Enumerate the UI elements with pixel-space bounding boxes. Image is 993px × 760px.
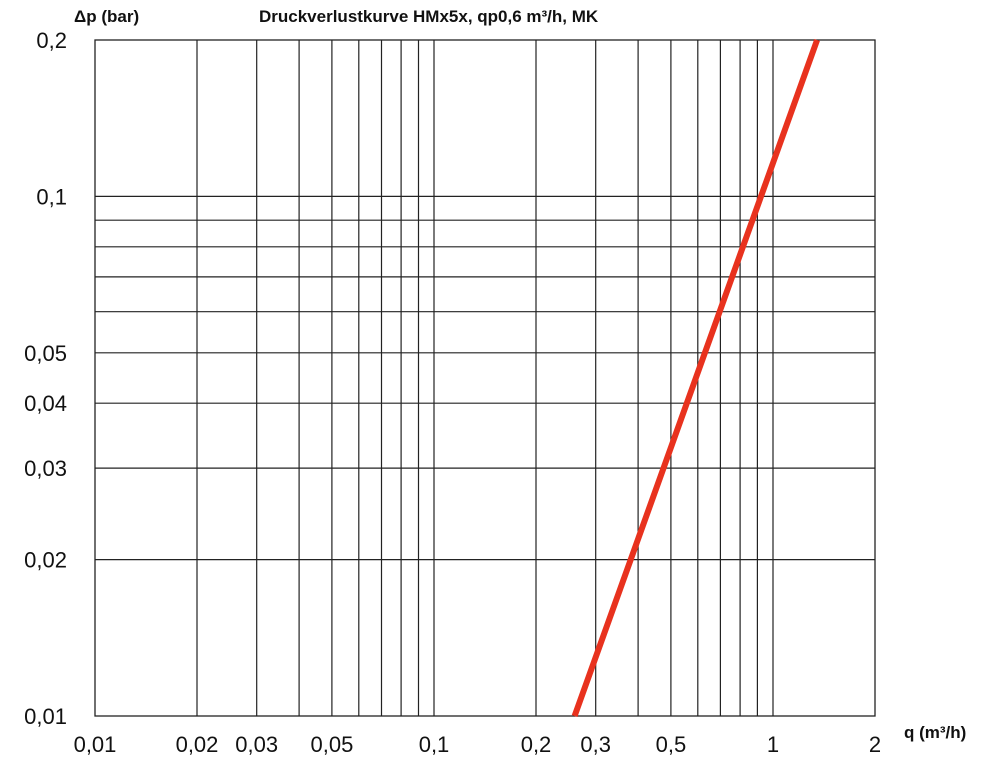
- x-tick-label: 0,05: [310, 732, 353, 757]
- x-axis-label: q (m³/h): [904, 723, 966, 742]
- x-tick-label: 0,02: [176, 732, 219, 757]
- x-tick-label: 0,03: [235, 732, 278, 757]
- y-tick-label: 0,1: [36, 184, 67, 209]
- x-tick-label: 0,1: [419, 732, 450, 757]
- series-layer: [571, 38, 820, 718]
- grid-lines: [95, 40, 875, 716]
- x-tick-label: 0,01: [74, 732, 117, 757]
- y-tick-label: 0,01: [24, 704, 67, 729]
- x-tick-label: 0,3: [580, 732, 611, 757]
- y-tick-labels: 0,01 0,02 0,03 0,04 0,05 0,1 0,2: [24, 28, 67, 729]
- chart-title: Druckverlustkurve HMx5x, qp0,6 m³/h, MK: [259, 7, 599, 26]
- x-tick-label: 0,5: [656, 732, 687, 757]
- x-tick-label: 1: [767, 732, 779, 757]
- y-tick-label: 0,03: [24, 456, 67, 481]
- y-axis-label: Δp (bar): [74, 7, 139, 26]
- y-tick-label: 0,04: [24, 391, 67, 416]
- x-tick-label: 0,2: [521, 732, 552, 757]
- pressure-loss-curve: [571, 38, 820, 718]
- plot-frame: [94, 39, 876, 717]
- y-tick-label: 0,2: [36, 28, 67, 53]
- y-tick-label: 0,02: [24, 548, 67, 573]
- x-tick-labels: 0,01 0,02 0,03 0,05 0,1 0,2 0,3 0,5 1 2: [74, 732, 882, 757]
- y-tick-label: 0,05: [24, 341, 67, 366]
- x-tick-label: 2: [869, 732, 881, 757]
